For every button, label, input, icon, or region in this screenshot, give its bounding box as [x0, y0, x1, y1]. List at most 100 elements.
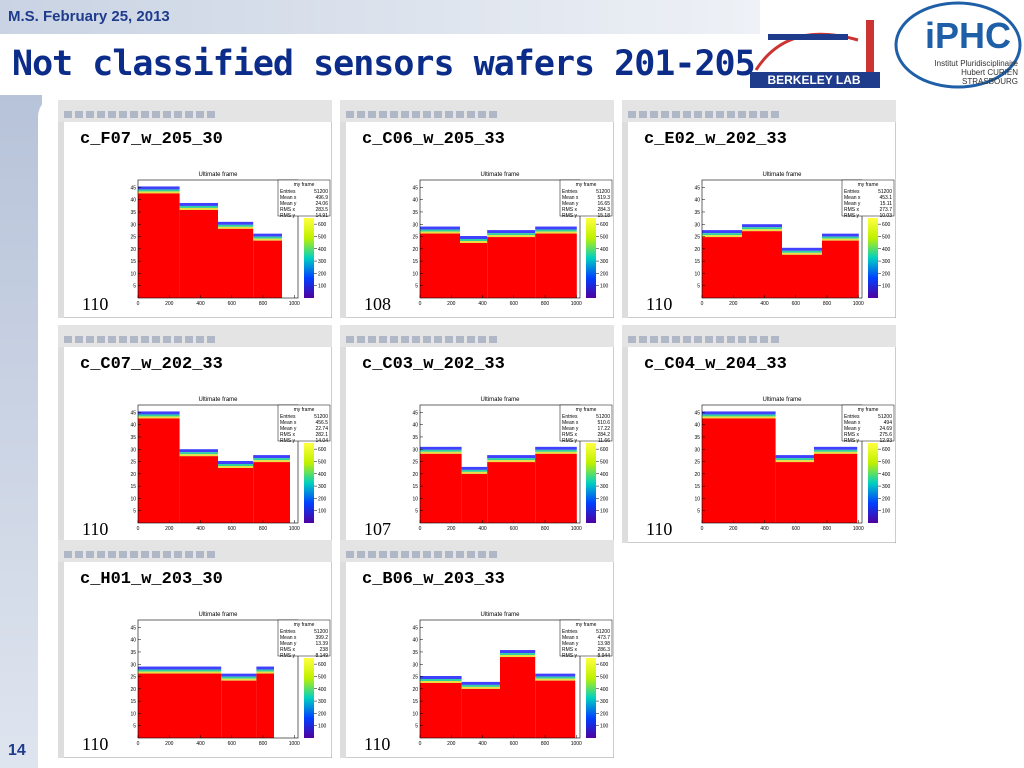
z-tick-label: 400 [600, 687, 609, 693]
toolbar-icon [672, 336, 680, 343]
band-yellow [535, 678, 576, 681]
x-tick-label: 400 [196, 526, 205, 532]
stats-title: my frame [576, 182, 597, 188]
z-tick-label: 500 [882, 234, 891, 240]
y-tick-label: 40 [412, 423, 418, 429]
band-green [702, 233, 742, 236]
toolbar-icon [434, 551, 442, 558]
stat-value: 51200 [596, 629, 610, 635]
y-tick-label: 35 [694, 210, 700, 216]
y-tick-label: 25 [130, 460, 136, 466]
z-tick-label: 200 [600, 271, 609, 277]
canvas-name: c_C06_w_205_33 [362, 130, 505, 149]
toolbar-icon [760, 111, 768, 118]
x-tick-label: 200 [447, 526, 456, 532]
band-green [535, 449, 577, 452]
band-yellow [218, 226, 254, 229]
stat-value: 456.5 [315, 420, 328, 426]
band-yellow [420, 231, 460, 234]
x-tick-label: 200 [447, 741, 456, 747]
toolbar-icon [423, 551, 431, 558]
toolbar-icon [727, 336, 735, 343]
toolbar-icon [130, 111, 138, 118]
toolbar-icon [207, 551, 215, 558]
toolbar-icon [174, 111, 182, 118]
y-tick-label: 40 [130, 638, 136, 644]
canvas-name: c_E02_w_202_33 [644, 130, 787, 149]
toolbar-icon [694, 111, 702, 118]
y-tick-label: 30 [694, 222, 700, 228]
stat-value: 51200 [314, 629, 328, 635]
band-blue [822, 233, 859, 237]
band-blue [420, 446, 462, 450]
y-tick-label: 25 [130, 675, 136, 681]
band-yellow [702, 235, 742, 238]
z-tick-label: 100 [318, 284, 327, 290]
y-tick-label: 35 [130, 210, 136, 216]
x-tick-label: 800 [541, 301, 550, 307]
y-tick-label: 15 [694, 259, 700, 265]
y-tick-label: 35 [412, 210, 418, 216]
x-tick-label: 400 [478, 741, 487, 747]
toolbar-icon [207, 111, 215, 118]
toolbar-icon [401, 551, 409, 558]
y-tick-label: 25 [412, 675, 418, 681]
band-yellow [814, 451, 858, 454]
toolbar-icon [456, 551, 464, 558]
y-tick-label: 30 [130, 222, 136, 228]
plot-title: Ultimate frame [762, 397, 802, 403]
red-area [487, 462, 536, 523]
plot-frame [137, 179, 299, 299]
band-yellow [138, 416, 180, 419]
y-tick-label: 10 [694, 271, 700, 277]
band-blue [221, 673, 257, 677]
stats-title: my frame [294, 622, 315, 628]
toolbar-icon [64, 551, 72, 558]
band-blue [460, 236, 488, 239]
stats-box [559, 404, 613, 442]
y-tick-label: 20 [130, 472, 136, 478]
y-tick-label: 25 [694, 460, 700, 466]
band-green [256, 669, 274, 672]
band-green [535, 676, 576, 679]
y-tick-label: 20 [130, 687, 136, 693]
z-tick-label: 400 [882, 247, 891, 253]
toolbar-icon [478, 551, 486, 558]
band-blue [461, 466, 488, 470]
stat-value: 275.6 [879, 432, 892, 438]
z-tick-label: 200 [600, 496, 609, 502]
toolbar-icon [467, 336, 475, 343]
stat-label: RMS x [562, 647, 578, 653]
y-tick-label: 10 [412, 496, 418, 502]
z-tick-label: 500 [600, 234, 609, 240]
stat-label: RMS x [280, 647, 296, 653]
x-tick-label: 600 [228, 301, 237, 307]
y-tick-label: 40 [412, 198, 418, 204]
red-area [500, 657, 536, 738]
stat-value: 24.06 [315, 201, 328, 207]
x-tick-label: 400 [196, 301, 205, 307]
band-blue [253, 233, 282, 237]
band-green [782, 250, 822, 253]
toolbar-icon [639, 336, 647, 343]
x-tick-label: 1000 [289, 741, 300, 747]
z-tick-label: 400 [318, 687, 327, 693]
red-area [535, 233, 577, 298]
z-tick-label: 200 [882, 496, 891, 502]
y-tick-label: 5 [415, 724, 418, 730]
band-blue [420, 676, 462, 679]
stats-box [277, 619, 331, 657]
stat-value: 14.91 [315, 213, 328, 219]
toolbar-icon [86, 336, 94, 343]
toolbar-icon [661, 336, 669, 343]
y-tick-label: 20 [412, 687, 418, 693]
toolbar-icon [639, 111, 647, 118]
color-bar [304, 658, 314, 738]
toolbar-icon [119, 551, 127, 558]
toolbar-icon [152, 551, 160, 558]
band-yellow [487, 460, 536, 463]
toolbar-icon [141, 111, 149, 118]
x-tick-label: 800 [541, 526, 550, 532]
stat-label: Mean x [280, 635, 297, 641]
x-tick-label: 400 [760, 526, 769, 532]
